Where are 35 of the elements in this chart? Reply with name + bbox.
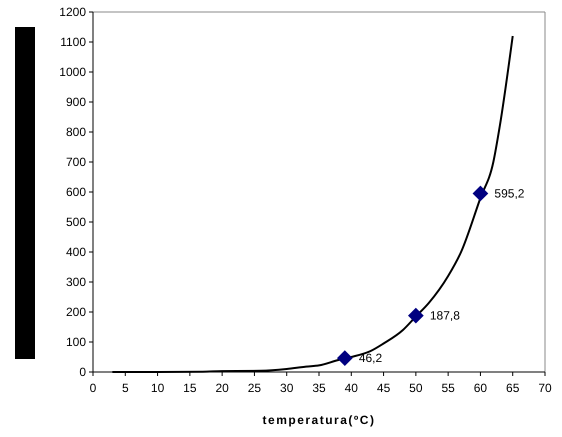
x-tick-label: 10 bbox=[150, 381, 165, 395]
data-label: 46,2 bbox=[358, 351, 383, 366]
x-tick-label: 15 bbox=[183, 381, 197, 395]
x-tick-label: 50 bbox=[409, 381, 423, 395]
y-tick-label: 900 bbox=[66, 95, 86, 110]
y-tick-label: 0 bbox=[79, 365, 86, 380]
x-tick-label: 25 bbox=[248, 381, 262, 395]
point bbox=[336, 350, 353, 366]
data-label: 187,8 bbox=[430, 308, 460, 323]
x-tick-label: 55 bbox=[441, 381, 456, 395]
x-tick-label: 70 bbox=[538, 381, 552, 395]
point bbox=[408, 308, 424, 324]
y-tick-label: 800 bbox=[66, 125, 86, 140]
x-tick-label: 5 bbox=[122, 381, 129, 395]
x-tick-label: 45 bbox=[376, 381, 391, 395]
x-tick-label: 0 bbox=[90, 381, 97, 395]
x-tick-label: 65 bbox=[506, 381, 520, 395]
x-tick-label: 60 bbox=[474, 381, 488, 395]
x-tick-label: 30 bbox=[280, 381, 294, 395]
x-tick-label: 40 bbox=[344, 381, 358, 395]
y-tick-label: 500 bbox=[66, 215, 86, 230]
y-tick-label: 1000 bbox=[59, 65, 86, 80]
y-tick-label: 300 bbox=[66, 275, 86, 290]
y-tick-label: 1200 bbox=[59, 5, 86, 20]
y-tick-label: 400 bbox=[66, 245, 86, 260]
x-axis-title: temperatura(ºC) bbox=[262, 413, 376, 427]
y-tick-label: 1100 bbox=[60, 35, 86, 50]
y-tick-label: 700 bbox=[66, 155, 86, 170]
y-tick-label: 100 bbox=[66, 335, 86, 350]
data-label: 595,2 bbox=[494, 186, 525, 200]
x-tick-label: 20 bbox=[215, 381, 230, 395]
y-tick-label: 200 bbox=[66, 305, 86, 320]
y-tick-label: 600 bbox=[66, 185, 86, 200]
x-tick-label: 35 bbox=[312, 381, 326, 395]
point bbox=[472, 186, 488, 202]
